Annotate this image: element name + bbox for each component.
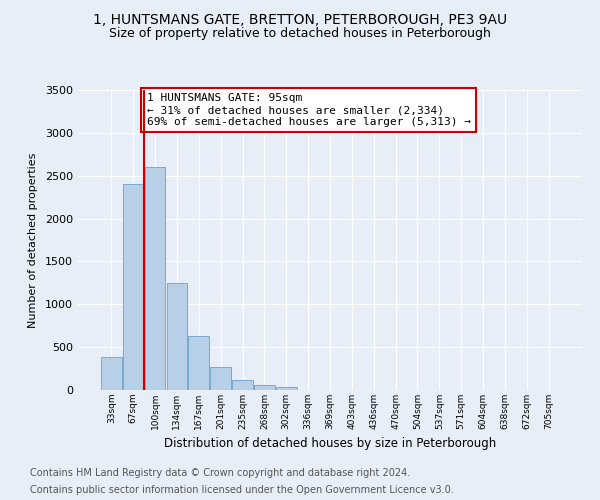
Bar (167, 283, 187, 390)
Y-axis label: Number of detached properties: Number of detached properties (28, 152, 38, 328)
Text: Contains public sector information licensed under the Open Government Licence v3: Contains public sector information licen… (30, 485, 454, 495)
Bar (101, 356, 122, 390)
Bar (254, 385, 275, 390)
Bar (210, 367, 231, 390)
Text: Size of property relative to detached houses in Peterborough: Size of property relative to detached ho… (109, 28, 491, 40)
Bar (145, 167, 166, 390)
Bar (123, 184, 143, 390)
X-axis label: Distribution of detached houses by size in Peterborough: Distribution of detached houses by size … (164, 438, 496, 450)
Text: 1, HUNTSMANS GATE, BRETTON, PETERBOROUGH, PE3 9AU: 1, HUNTSMANS GATE, BRETTON, PETERBOROUGH… (93, 12, 507, 26)
Text: Contains HM Land Registry data © Crown copyright and database right 2024.: Contains HM Land Registry data © Crown c… (30, 468, 410, 477)
Bar (188, 336, 209, 390)
Text: 1 HUNTSMANS GATE: 95sqm
← 31% of detached houses are smaller (2,334)
69% of semi: 1 HUNTSMANS GATE: 95sqm ← 31% of detache… (147, 94, 471, 126)
Bar (276, 386, 296, 390)
Bar (232, 380, 253, 390)
